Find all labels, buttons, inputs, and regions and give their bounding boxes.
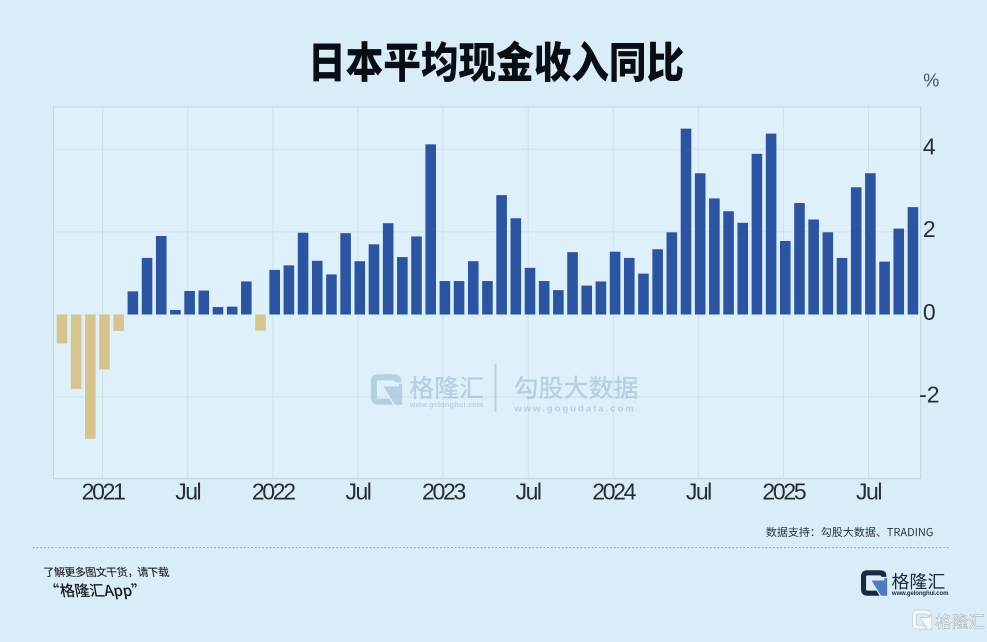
- svg-text:www.gelonghui.com: www.gelonghui.com: [409, 402, 484, 409]
- svg-text:2: 2: [923, 216, 936, 242]
- svg-text:0: 0: [923, 299, 936, 325]
- svg-text:Jul: Jul: [856, 478, 881, 504]
- svg-text:2021: 2021: [82, 478, 125, 504]
- svg-text:%: %: [923, 70, 939, 90]
- svg-text:4: 4: [923, 134, 936, 160]
- svg-text:Jul: Jul: [345, 478, 370, 504]
- svg-text:Jul: Jul: [516, 478, 541, 504]
- svg-text:2022: 2022: [252, 478, 295, 504]
- svg-text:2025: 2025: [762, 478, 805, 504]
- svg-text:2023: 2023: [422, 478, 465, 504]
- svg-text:www.gogudata.com: www.gogudata.com: [513, 404, 635, 415]
- svg-text:Jul: Jul: [686, 478, 711, 504]
- svg-text:-2: -2: [919, 381, 939, 407]
- svg-text:Jul: Jul: [175, 478, 200, 504]
- svg-text:www.gelonghui.com: www.gelonghui.com: [891, 591, 948, 597]
- svg-text:2024: 2024: [592, 478, 636, 504]
